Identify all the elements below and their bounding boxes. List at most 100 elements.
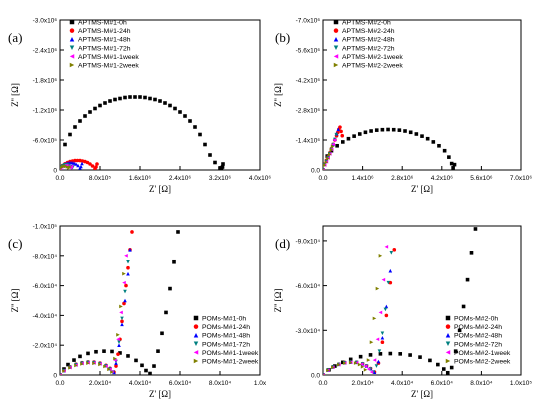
data-point [103, 364, 107, 369]
data-point [366, 358, 371, 362]
data-point [72, 358, 76, 362]
data-point [126, 271, 130, 276]
data-point [398, 352, 403, 356]
data-point [380, 331, 385, 336]
data-point [323, 169, 325, 170]
data-point [392, 248, 397, 252]
data-point [372, 316, 377, 321]
data-point [384, 245, 389, 249]
x-tick-label: 1.4x10⁶ [351, 175, 374, 182]
plot-frame [322, 19, 522, 171]
data-point [354, 360, 359, 365]
x-tick-label: 3.2x10⁶ [209, 175, 232, 182]
x-tick-label: 5.6x10⁶ [470, 175, 493, 182]
legend-entry: POMs-M#2-24h [454, 324, 502, 331]
legend: POMs-M#1-0hPOMs-M#1-24hPOMs-M#1-48hPOMs-… [193, 315, 259, 366]
data-point [447, 155, 451, 159]
data-point [156, 349, 160, 353]
data-point [352, 134, 356, 138]
data-point [386, 127, 390, 132]
data-point [63, 142, 67, 147]
legend-entry: POMs-M#1-24h [202, 324, 250, 331]
y-tick-label: -4.0x10⁴ [33, 313, 58, 320]
data-point [389, 251, 394, 255]
y-axis-label: Z'' [Ω] [10, 289, 20, 313]
x-axis-label: Z' [Ω] [149, 184, 171, 194]
data-point [168, 286, 172, 291]
y-axis-label: Z'' [Ω] [10, 83, 20, 107]
data-point [69, 164, 74, 169]
data-point [326, 156, 330, 161]
data-point [442, 148, 447, 153]
data-point [122, 271, 126, 276]
y-tick-label: -6.0x10⁴ [33, 283, 58, 290]
x-tick-label: 2.8x10⁶ [391, 175, 414, 182]
data-point [168, 103, 172, 108]
legend-entry: POMs-M#2-1week [454, 350, 511, 357]
data-point [414, 132, 419, 136]
data-point [324, 160, 329, 165]
data-point [116, 332, 120, 337]
y-tick-label: -2.0x10⁴ [33, 343, 58, 350]
data-point [94, 165, 98, 169]
plot-frame [59, 225, 261, 376]
legend-entry: APTMS-M#1-48h [78, 37, 131, 44]
data-point [68, 132, 72, 137]
series-1 [323, 227, 478, 375]
data-point [80, 161, 84, 166]
data-point [120, 316, 124, 321]
data-point [338, 125, 342, 129]
data-point [76, 163, 80, 168]
x-tick-label: 4.0x10⁴ [391, 380, 414, 387]
y-tick-label: 0 [53, 168, 57, 175]
plot-frame [59, 19, 261, 171]
data-point [375, 286, 380, 291]
legend-marker [193, 332, 199, 338]
legend-marker [69, 62, 75, 68]
data-point [88, 110, 92, 114]
data-point [331, 142, 335, 147]
legend-entry: APTMS-M#2-0h [342, 20, 391, 27]
data-point [60, 169, 62, 170]
data-point [124, 283, 128, 288]
legend-marker [69, 54, 75, 59]
x-tick-label: 7.0x10⁶ [510, 175, 533, 182]
legend-marker [193, 315, 199, 321]
data-point [108, 99, 112, 103]
legend-entry: POMs-M#2-48h [454, 333, 502, 340]
data-point [78, 119, 82, 123]
legend-entry: APTMS-M#1-72h [78, 45, 131, 52]
data-point [341, 360, 345, 365]
x-tick-label: 0.0 [55, 380, 64, 387]
panels: 0.0 8.0x10⁵ 1.6x10⁶ 2.4x10⁶ 3.2x10⁶ 4.0x10⁶ 0 -… [8, 18, 532, 400]
data-point [452, 162, 457, 167]
data-point [375, 337, 380, 342]
legend-entry: APTMS-M#1-1week [78, 54, 139, 61]
legend-marker [193, 358, 199, 364]
legend-marker [193, 324, 199, 329]
data-point [369, 370, 374, 374]
plot-frame [322, 225, 522, 376]
legend-marker [193, 341, 199, 347]
y-axis-label: Z'' [Ω] [273, 289, 283, 313]
y-tick-label: 0.0 [311, 168, 320, 175]
data-point [176, 230, 180, 234]
data-point [208, 153, 212, 157]
legend-marker [445, 341, 451, 347]
data-point [173, 106, 177, 111]
data-point [158, 99, 162, 103]
data-point [92, 361, 96, 366]
data-point [357, 132, 362, 136]
panel-label: (c) [8, 236, 22, 251]
x-tick-label: 6.0x10⁴ [169, 380, 192, 387]
data-point [360, 365, 365, 369]
data-point [78, 354, 82, 359]
data-point [221, 162, 225, 166]
data-point [339, 129, 343, 134]
data-point [122, 301, 126, 306]
data-point [348, 357, 353, 362]
data-point [83, 114, 87, 118]
y-tick-label: -7.0x10⁶ [296, 18, 321, 25]
